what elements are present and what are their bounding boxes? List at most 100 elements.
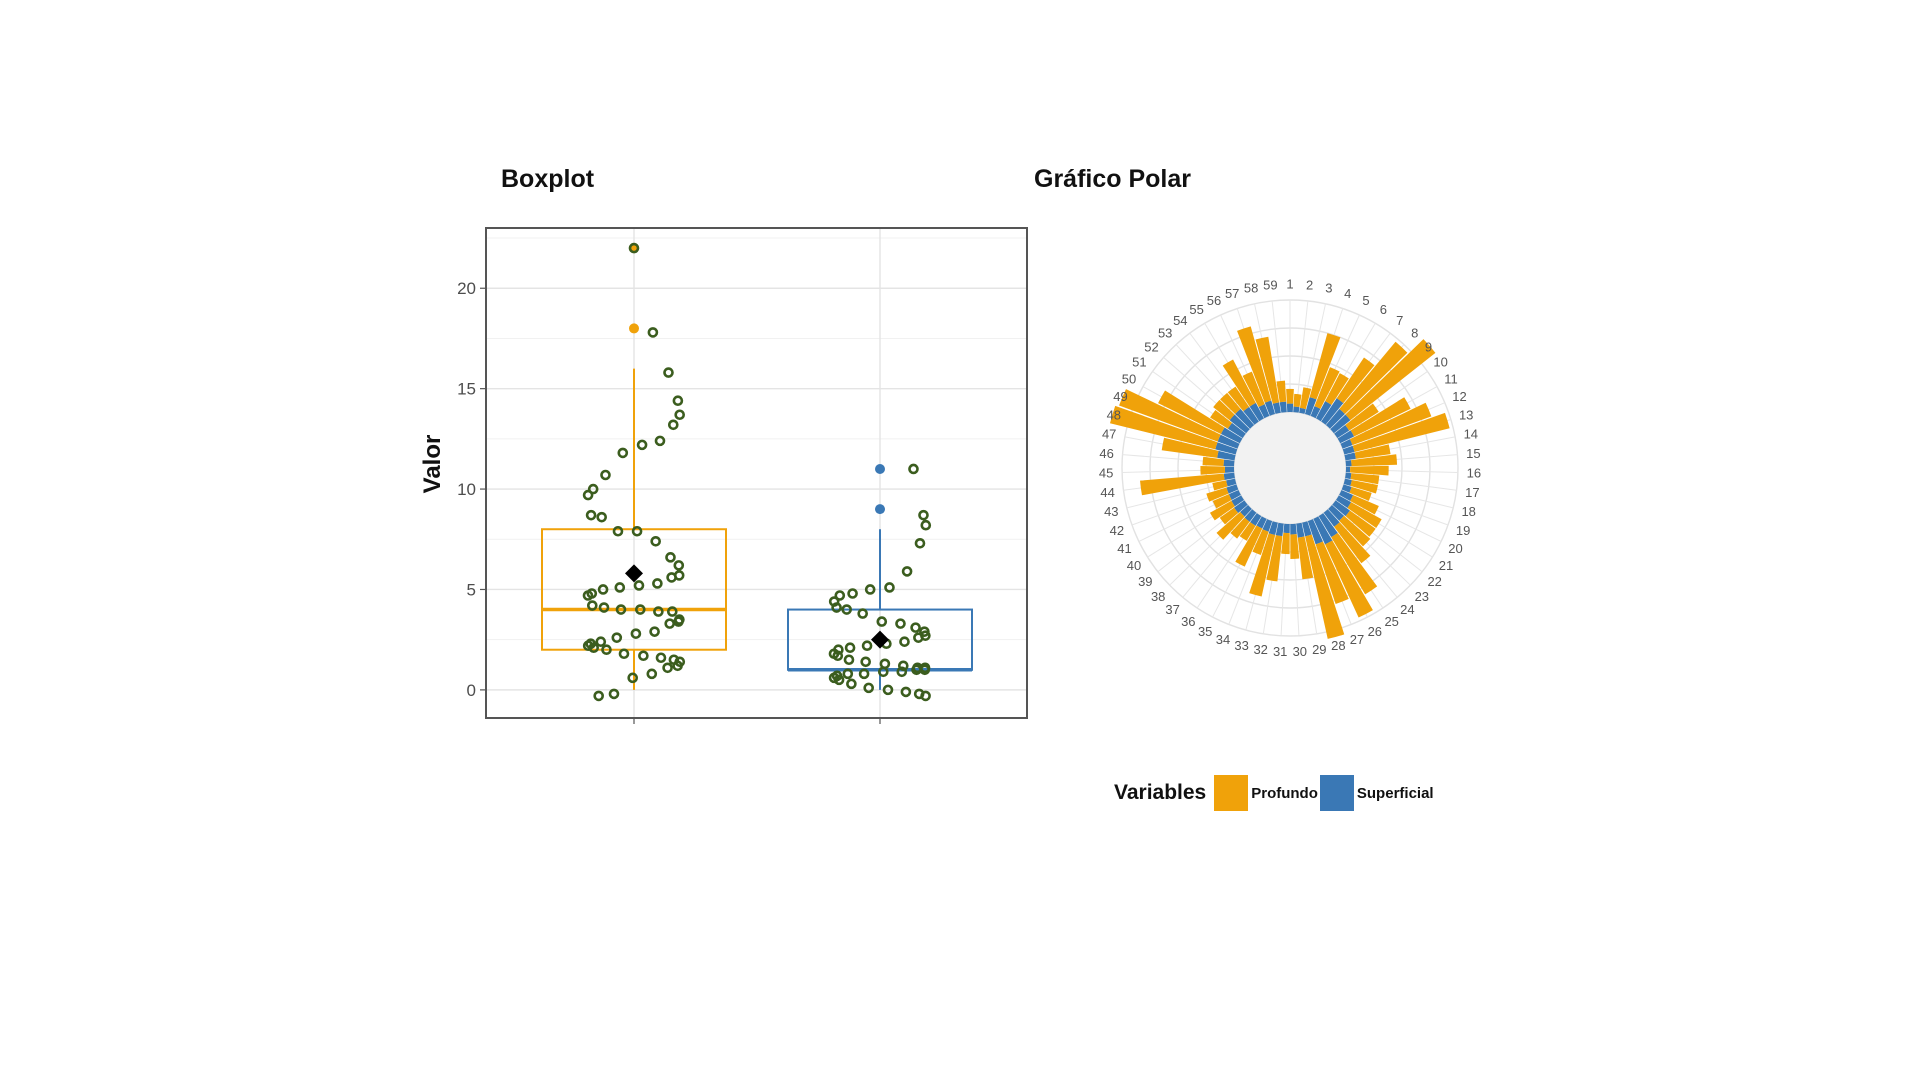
polar-bar-superficial <box>1325 408 1345 429</box>
polar-category-label: 47 <box>1102 426 1116 441</box>
polar-category-label: 17 <box>1465 485 1479 500</box>
polar-bar-superficial <box>1323 509 1340 527</box>
polar-category-label: 3 <box>1325 281 1332 296</box>
polar-bar-profundo <box>1345 403 1379 431</box>
data-point <box>828 672 840 684</box>
polar-bar-superficial <box>1283 523 1290 534</box>
polar-category-label: 56 <box>1207 293 1221 308</box>
polar-category-label: 9 <box>1425 339 1432 354</box>
polar-category-label: 33 <box>1234 638 1248 653</box>
polar-bar-profundo <box>1352 412 1450 452</box>
polar-category-label: 1 <box>1286 277 1293 292</box>
data-point <box>673 560 685 571</box>
polar-category-label: 41 <box>1117 541 1131 556</box>
polar-center <box>1233 411 1347 525</box>
polar-bar-superficial <box>1215 442 1238 455</box>
data-point <box>833 674 845 686</box>
polar-category-label: 19 <box>1456 523 1470 538</box>
polar-category-label: 59 <box>1263 278 1277 293</box>
data-point <box>634 604 646 615</box>
data-point <box>611 632 623 643</box>
mean-marker <box>625 564 643 583</box>
legend: Variables Profundo Superficial <box>1114 773 1436 813</box>
polar-bar-profundo <box>1286 388 1294 404</box>
polar-category-label: 29 <box>1312 642 1326 657</box>
polar-bar-profundo <box>1227 386 1250 412</box>
data-point <box>614 582 626 593</box>
y-tick-label: 10 <box>457 480 476 499</box>
data-point <box>899 636 910 647</box>
polar-bar-profundo <box>1212 480 1228 491</box>
polar-category-label: 10 <box>1433 355 1447 370</box>
data-point <box>846 678 857 690</box>
data-point <box>615 604 627 615</box>
polar-bar-superficial <box>1328 505 1345 521</box>
polar-bar-superficial <box>1341 484 1352 493</box>
polar-bar-profundo <box>1339 515 1371 547</box>
data-point <box>654 435 666 447</box>
polar-bar-superficial <box>1340 439 1353 449</box>
polar-bar-profundo <box>1276 380 1287 403</box>
data-point <box>843 654 855 666</box>
polar-bar-profundo <box>1206 487 1229 502</box>
polar-bar-superficial <box>1293 406 1300 413</box>
polar-bar-profundo <box>1350 473 1380 485</box>
polar-category-label: 44 <box>1100 485 1114 500</box>
polar-bar-profundo <box>1212 494 1232 509</box>
data-point <box>649 626 660 637</box>
polar-category-label: 48 <box>1107 407 1121 422</box>
polar-bar-profundo <box>1305 534 1345 639</box>
polar-bar-superficial <box>1343 478 1352 486</box>
polar-bar-superficial <box>1332 500 1350 517</box>
polar-bar-profundo <box>1255 336 1280 404</box>
polar-bar-profundo <box>1239 522 1256 541</box>
polar-bar-superficial <box>1321 398 1344 425</box>
polar-category-label: 32 <box>1253 642 1267 657</box>
legend-key-profundo <box>1214 775 1249 811</box>
y-tick-label: 0 <box>467 681 476 700</box>
data-point <box>652 578 663 589</box>
legend-label-profundo: Profundo <box>1251 784 1318 802</box>
polar-category-label: 15 <box>1466 446 1480 461</box>
data-point <box>608 688 620 700</box>
data-point <box>636 439 648 451</box>
polar-bar-superficial <box>1235 408 1255 429</box>
polar-bar-superficial <box>1243 406 1259 425</box>
polar-bar-profundo <box>1209 500 1235 521</box>
polar-bar-profundo <box>1222 359 1256 407</box>
data-point <box>595 636 607 647</box>
polar-category-label: 7 <box>1396 313 1403 328</box>
data-point <box>646 668 658 680</box>
polar-bar-profundo <box>1345 510 1376 537</box>
polar-bar-profundo <box>1350 397 1411 437</box>
polar-category-label: 39 <box>1138 574 1152 589</box>
polar-bar-superficial <box>1268 521 1278 535</box>
polar-bar-profundo <box>1252 529 1269 555</box>
data-point <box>914 537 926 549</box>
polar-category-label: 23 <box>1415 589 1429 604</box>
polar-bar-superficial <box>1264 400 1276 416</box>
data-point <box>647 327 659 338</box>
polar-category-label: 58 <box>1244 281 1258 296</box>
polar-bar-profundo <box>1325 540 1373 618</box>
data-point <box>585 509 597 521</box>
polar-category-label: 28 <box>1331 638 1345 653</box>
data-point <box>663 367 674 378</box>
polar-bar-superficial <box>1286 403 1294 413</box>
polar-bar-superficial <box>1223 472 1235 481</box>
polar-bar-profundo <box>1315 541 1349 605</box>
polar-category-label: 45 <box>1099 465 1113 480</box>
data-point <box>860 656 872 668</box>
polar-bar-superficial <box>1302 521 1312 537</box>
polar-bar-profundo <box>1213 399 1235 421</box>
outlier-point <box>875 504 885 515</box>
polar-bar-superficial <box>1334 425 1350 439</box>
polar-bar-superficial <box>1345 466 1351 473</box>
polar-bar-profundo <box>1347 502 1382 528</box>
polar-bar-superficial <box>1307 519 1323 545</box>
polar-bar-profundo <box>1350 494 1379 515</box>
polar-category-label: 26 <box>1368 624 1382 639</box>
data-point <box>882 684 894 696</box>
